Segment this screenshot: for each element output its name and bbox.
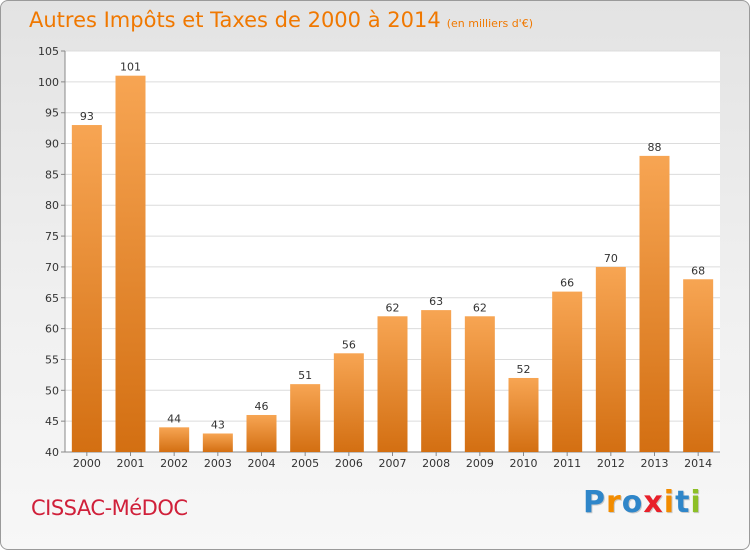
x-tick-label: 2002 (160, 457, 188, 470)
bar-value-label: 62 (386, 301, 400, 314)
y-tick-label: 90 (45, 138, 59, 151)
x-tick-label: 2006 (335, 457, 363, 470)
bar (115, 75, 146, 452)
logo-letter: i (663, 485, 676, 520)
bar-value-label: 66 (560, 277, 574, 290)
bar-value-label: 68 (691, 264, 705, 277)
logo-letter: i (690, 485, 702, 520)
x-tick-label: 2010 (510, 457, 538, 470)
y-tick-label: 55 (45, 353, 59, 366)
bar (421, 310, 452, 452)
commune-name: CISSAC-MéDOC (31, 496, 188, 520)
x-tick-label: 2009 (466, 457, 494, 470)
bar (508, 377, 539, 452)
bar (595, 266, 626, 452)
bar-value-label: 46 (255, 400, 269, 413)
bar (552, 291, 583, 452)
bar (683, 279, 714, 452)
bar-value-label: 88 (648, 141, 662, 154)
x-tick-label: 2004 (248, 457, 276, 470)
bar (202, 433, 233, 452)
bar (333, 353, 364, 452)
bar (159, 427, 190, 452)
chart-unit: (en milliers d'€) (446, 17, 533, 30)
bar-value-label: 51 (298, 369, 312, 382)
y-tick-label: 45 (45, 415, 59, 428)
logo-letter: P (583, 485, 606, 520)
bar-value-label: 52 (517, 363, 531, 376)
bar (290, 384, 321, 452)
logo-letter: x (643, 485, 664, 520)
bar-value-label: 44 (167, 412, 181, 425)
x-tick-label: 2008 (422, 457, 450, 470)
y-tick-label: 40 (45, 446, 59, 459)
x-tick-label: 2011 (553, 457, 581, 470)
bar (639, 155, 670, 452)
bar-value-label: 101 (120, 61, 141, 74)
logo-letter: o (621, 485, 644, 520)
bar-value-label: 62 (473, 301, 487, 314)
bar-value-label: 43 (211, 418, 225, 431)
bar (246, 414, 277, 452)
y-tick-label: 60 (45, 323, 59, 336)
chart-title: Autres Impôts et Taxes de 2000 à 2014 (en… (29, 8, 533, 32)
bar (464, 316, 495, 452)
logo-letter: r (606, 485, 622, 520)
x-tick-label: 2012 (597, 457, 625, 470)
y-tick-label: 50 (45, 384, 59, 397)
x-tick-label: 2014 (684, 457, 712, 470)
y-tick-label: 75 (45, 230, 59, 243)
chart-title-text: Autres Impôts et Taxes de 2000 à 2014 (29, 8, 441, 32)
bar (71, 125, 102, 453)
x-tick-label: 2005 (291, 457, 319, 470)
x-tick-label: 2001 (117, 457, 145, 470)
logo-letter: t (675, 485, 691, 520)
y-tick-label: 105 (38, 45, 59, 58)
bar-value-label: 70 (604, 252, 618, 265)
y-tick-label: 70 (45, 261, 59, 274)
x-tick-label: 2013 (641, 457, 669, 470)
bar (377, 316, 408, 452)
proxiti-logo: Proxiti (583, 485, 702, 520)
bar-value-label: 93 (80, 110, 94, 123)
y-tick-label: 65 (45, 292, 59, 305)
x-tick-label: 2003 (204, 457, 232, 470)
y-tick-label: 85 (45, 168, 59, 181)
bar-value-label: 63 (429, 295, 443, 308)
x-tick-label: 2000 (73, 457, 101, 470)
bar-value-label: 56 (342, 338, 356, 351)
y-tick-label: 100 (38, 76, 59, 89)
x-tick-label: 2007 (379, 457, 407, 470)
y-tick-label: 95 (45, 107, 59, 120)
y-tick-label: 80 (45, 199, 59, 212)
